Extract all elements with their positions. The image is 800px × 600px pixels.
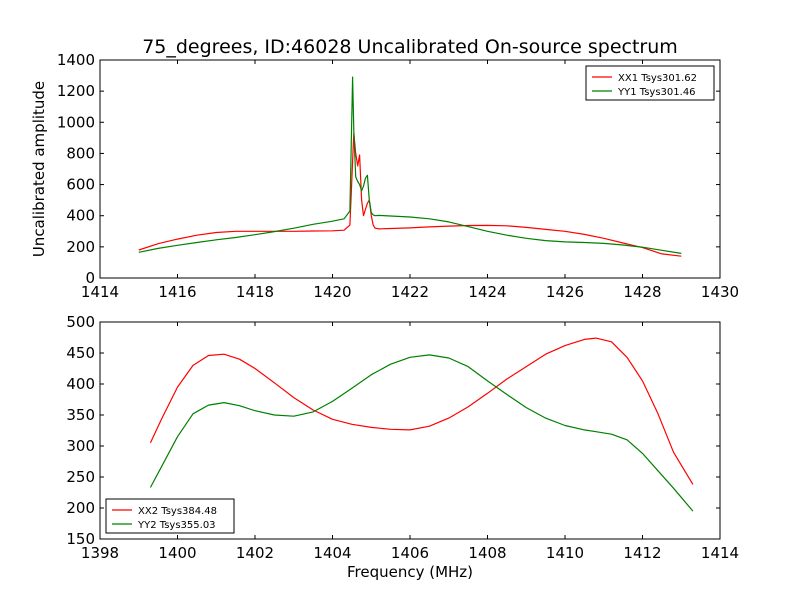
x-tick-label: 1418 [236, 283, 274, 301]
x-tick-label: 1416 [158, 283, 196, 301]
y-tick-label: 800 [66, 144, 95, 162]
series-line-yy1 [138, 76, 682, 254]
top-panel: 1414 1416 1418 1420 1422 1424 1426 1428 1430 0 200… [30, 51, 739, 301]
x-tick-label: 1400 [158, 544, 196, 562]
y-axis-label: Uncalibrated amplitude [30, 81, 48, 257]
bottom-panel: 1398 1400 1402 1404 1406 1408 1410 1412 1414 150 2… [66, 313, 739, 581]
x-tick-label: 1412 [623, 544, 661, 562]
x-tick-label: 1410 [546, 544, 584, 562]
x-tick-label: 1430 [701, 283, 739, 301]
x-tick-label: 1424 [468, 283, 506, 301]
y-tick-label: 600 [66, 176, 95, 194]
x-tick-label: 1414 [81, 283, 119, 301]
x-tick-label: 1404 [313, 544, 351, 562]
y-tick-label: 350 [66, 406, 95, 424]
legend-label: YY1 Tsys301.46 [617, 87, 696, 98]
y-tick-label: 150 [66, 530, 95, 548]
y-tick-label: 450 [66, 344, 95, 362]
legend-box [585, 65, 715, 101]
x-tick-label: 1408 [468, 544, 506, 562]
x-tick-label: 1398 [81, 544, 119, 562]
y-tick-label: 400 [66, 375, 95, 393]
y-tick-label: 200 [66, 238, 95, 256]
x-tick-label: 1414 [701, 544, 739, 562]
x-tick-label: 1406 [391, 544, 429, 562]
y-tick-label: 1400 [57, 51, 95, 69]
legend-box [105, 498, 235, 534]
y-tick-label: 1200 [57, 82, 95, 100]
y-tick-label: 400 [66, 207, 95, 225]
x-tick-label: 1426 [546, 283, 584, 301]
legend-label: YY2 Tsys355.03 [137, 520, 216, 531]
x-tick-label: 1420 [313, 283, 351, 301]
x-tick-label: 1402 [236, 544, 274, 562]
legend-label: XX2 Tsys384.48 [138, 506, 217, 517]
legend-label: XX1 Tsys301.62 [618, 73, 697, 84]
series-line-yy2 [149, 354, 694, 512]
y-tick-label: 1000 [57, 113, 95, 131]
y-tick-label: 0 [85, 269, 95, 287]
y-tick-label: 200 [66, 499, 95, 517]
x-axis-label: Frequency (MHz) [347, 563, 473, 581]
series-line-xx1 [138, 132, 682, 257]
legend-1: XX2 Tsys384.48 YY2 Tsys355.03 [105, 498, 235, 534]
y-tick-label: 500 [66, 313, 95, 331]
x-tick-label: 1428 [623, 283, 661, 301]
x-tick-label: 1422 [391, 283, 429, 301]
y-tick-label: 300 [66, 437, 95, 455]
y-tick-label: 250 [66, 468, 95, 486]
series-line-xx2 [149, 337, 694, 485]
legend-0: XX1 Tsys301.62 YY1 Tsys301.46 [585, 65, 715, 101]
chart-title: 75_degrees, ID:46028 Uncalibrated On-sou… [142, 36, 678, 58]
